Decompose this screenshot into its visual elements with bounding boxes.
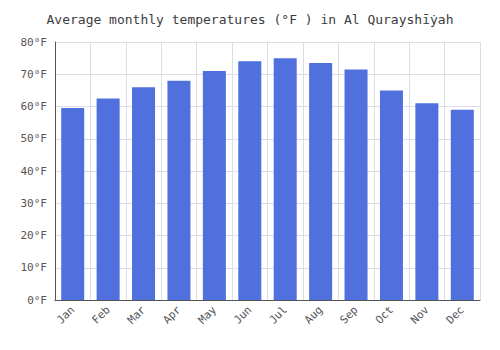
svg-text:Oct: Oct bbox=[373, 303, 396, 326]
svg-text:20°F: 20°F bbox=[21, 229, 48, 242]
svg-text:0°F: 0°F bbox=[27, 294, 47, 307]
svg-text:Dec: Dec bbox=[444, 303, 467, 326]
svg-text:Apr: Apr bbox=[160, 303, 183, 326]
svg-text:30°F: 30°F bbox=[21, 197, 48, 210]
svg-text:Nov: Nov bbox=[408, 303, 431, 326]
svg-text:Feb: Feb bbox=[89, 303, 112, 326]
svg-text:50°F: 50°F bbox=[21, 132, 48, 145]
svg-text:10°F: 10°F bbox=[21, 261, 48, 274]
svg-text:Jul: Jul bbox=[267, 303, 290, 326]
svg-text:80°F: 80°F bbox=[21, 36, 48, 49]
svg-text:Sep: Sep bbox=[337, 303, 360, 326]
svg-text:Aug: Aug bbox=[302, 303, 325, 326]
svg-text:Jan: Jan bbox=[54, 303, 77, 326]
svg-text:70°F: 70°F bbox=[21, 68, 48, 81]
svg-text:Average monthly temperatures (: Average monthly temperatures (°F ) in Al… bbox=[47, 12, 454, 27]
svg-text:40°F: 40°F bbox=[21, 165, 48, 178]
svg-text:Jun: Jun bbox=[231, 303, 254, 326]
svg-text:Mar: Mar bbox=[125, 303, 148, 326]
svg-text:60°F: 60°F bbox=[21, 100, 48, 113]
svg-text:May: May bbox=[196, 303, 219, 326]
